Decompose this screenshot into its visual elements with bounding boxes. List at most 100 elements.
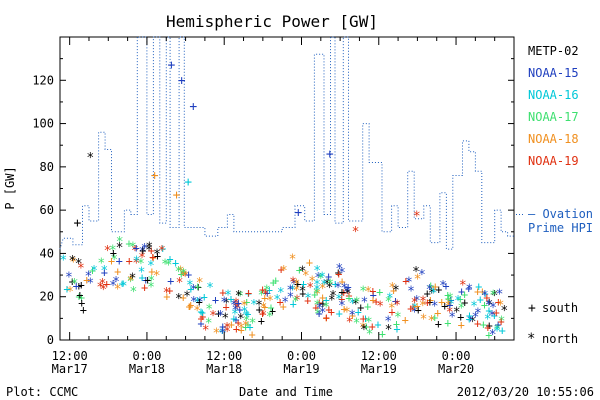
data-point: * — [109, 279, 117, 294]
data-point-outlier: + — [178, 73, 186, 88]
data-point: * — [232, 296, 240, 311]
data-point: + — [199, 306, 206, 320]
data-point: * — [386, 292, 394, 307]
data-point: * — [145, 244, 153, 259]
data-point: * — [249, 316, 257, 331]
data-point: * — [286, 291, 294, 306]
data-point: * — [266, 310, 274, 325]
data-point: + — [447, 293, 454, 307]
data-point: * — [66, 285, 74, 300]
y-axis: 0 20 40 60 80 100 120 — [32, 58, 514, 347]
data-point: + — [78, 278, 85, 292]
data-point: + — [323, 293, 330, 307]
data-point: * — [84, 270, 92, 285]
data-point: + — [483, 290, 490, 304]
data-point: + — [461, 296, 468, 310]
data-point: * — [292, 278, 300, 293]
data-point: + — [150, 251, 157, 265]
data-point: + — [392, 294, 399, 308]
data-point: * — [323, 277, 331, 292]
data-point-outlier: + — [184, 175, 192, 190]
data-point: * — [180, 267, 188, 282]
data-point: + — [338, 285, 345, 299]
data-point: * — [196, 295, 204, 310]
data-point: * — [222, 297, 230, 312]
data-point: + — [369, 284, 376, 298]
data-point: * — [232, 300, 240, 315]
data-point: + — [148, 244, 155, 258]
data-point: * — [114, 283, 122, 298]
data-point: + — [69, 274, 76, 288]
data-point: + — [338, 275, 345, 289]
data-point: * — [205, 303, 213, 318]
data-point: * — [299, 284, 307, 299]
data-point: * — [181, 270, 189, 285]
data-point: + — [480, 317, 487, 331]
data-point: + — [166, 283, 173, 297]
data-point: * — [99, 283, 107, 298]
data-point: * — [145, 240, 153, 255]
data-point: * — [110, 253, 118, 268]
data-point: + — [349, 309, 356, 323]
ovation-label-line1: – Ovation — [528, 207, 593, 221]
data-point: * — [319, 282, 327, 297]
data-point: * — [231, 308, 239, 323]
data-point: + — [479, 285, 486, 299]
data-point: + — [474, 317, 481, 331]
data-point: + — [238, 323, 245, 337]
data-point: * — [193, 304, 201, 319]
data-point: + — [458, 318, 465, 332]
data-point: * — [133, 255, 141, 270]
data-point: * — [120, 279, 128, 294]
data-point: * — [141, 242, 149, 257]
data-point: * — [481, 289, 489, 304]
ovation-hpi-series — [59, 36, 514, 250]
data-point: * — [131, 244, 139, 259]
data-point: + — [244, 317, 251, 331]
y-tick-label: 60 — [40, 203, 54, 217]
data-point: + — [154, 249, 161, 263]
data-point: * — [175, 292, 183, 307]
data-point: + — [435, 317, 442, 331]
data-point: + — [485, 303, 492, 317]
data-point: + — [497, 314, 504, 328]
data-point: * — [393, 299, 401, 314]
data-point: * — [86, 276, 94, 291]
data-point: + — [486, 318, 493, 332]
data-point: * — [364, 285, 372, 300]
data-point: * — [405, 276, 413, 291]
data-point: + — [149, 250, 156, 264]
data-point: * — [328, 293, 336, 308]
ovation-hpi-line — [59, 36, 524, 250]
data-point: + — [73, 279, 80, 293]
data-point: * — [262, 288, 270, 303]
data-point: + — [76, 288, 83, 302]
data-point: + — [78, 291, 85, 305]
data-point: * — [360, 296, 368, 311]
data-point: * — [59, 254, 67, 269]
data-point: + — [424, 295, 431, 309]
data-point: + — [219, 286, 226, 300]
data-point: + — [267, 300, 274, 314]
data-point: + — [259, 307, 266, 321]
data-point: + — [340, 302, 347, 316]
x-tick-date: Mar17 — [52, 362, 88, 376]
data-point: * — [500, 304, 508, 319]
data-point: * — [235, 289, 243, 304]
data-point: + — [101, 266, 108, 280]
data-point: * — [109, 243, 117, 258]
data-point: * — [338, 266, 346, 281]
data-point: + — [484, 320, 491, 334]
data-point: + — [108, 254, 115, 268]
data-point: + — [245, 286, 252, 300]
data-point: * — [313, 283, 321, 298]
data-point: + — [296, 263, 303, 277]
data-point: * — [240, 299, 248, 314]
data-point: * — [153, 269, 161, 284]
data-point: * — [459, 279, 467, 294]
x-axis: 12:00Mar170:00Mar1812:00Mar180:00Mar1912… — [52, 37, 515, 376]
data-point: + — [466, 312, 473, 326]
data-point: * — [163, 286, 171, 301]
data-point-outlier: + — [326, 147, 334, 162]
data-point: * — [127, 275, 135, 290]
